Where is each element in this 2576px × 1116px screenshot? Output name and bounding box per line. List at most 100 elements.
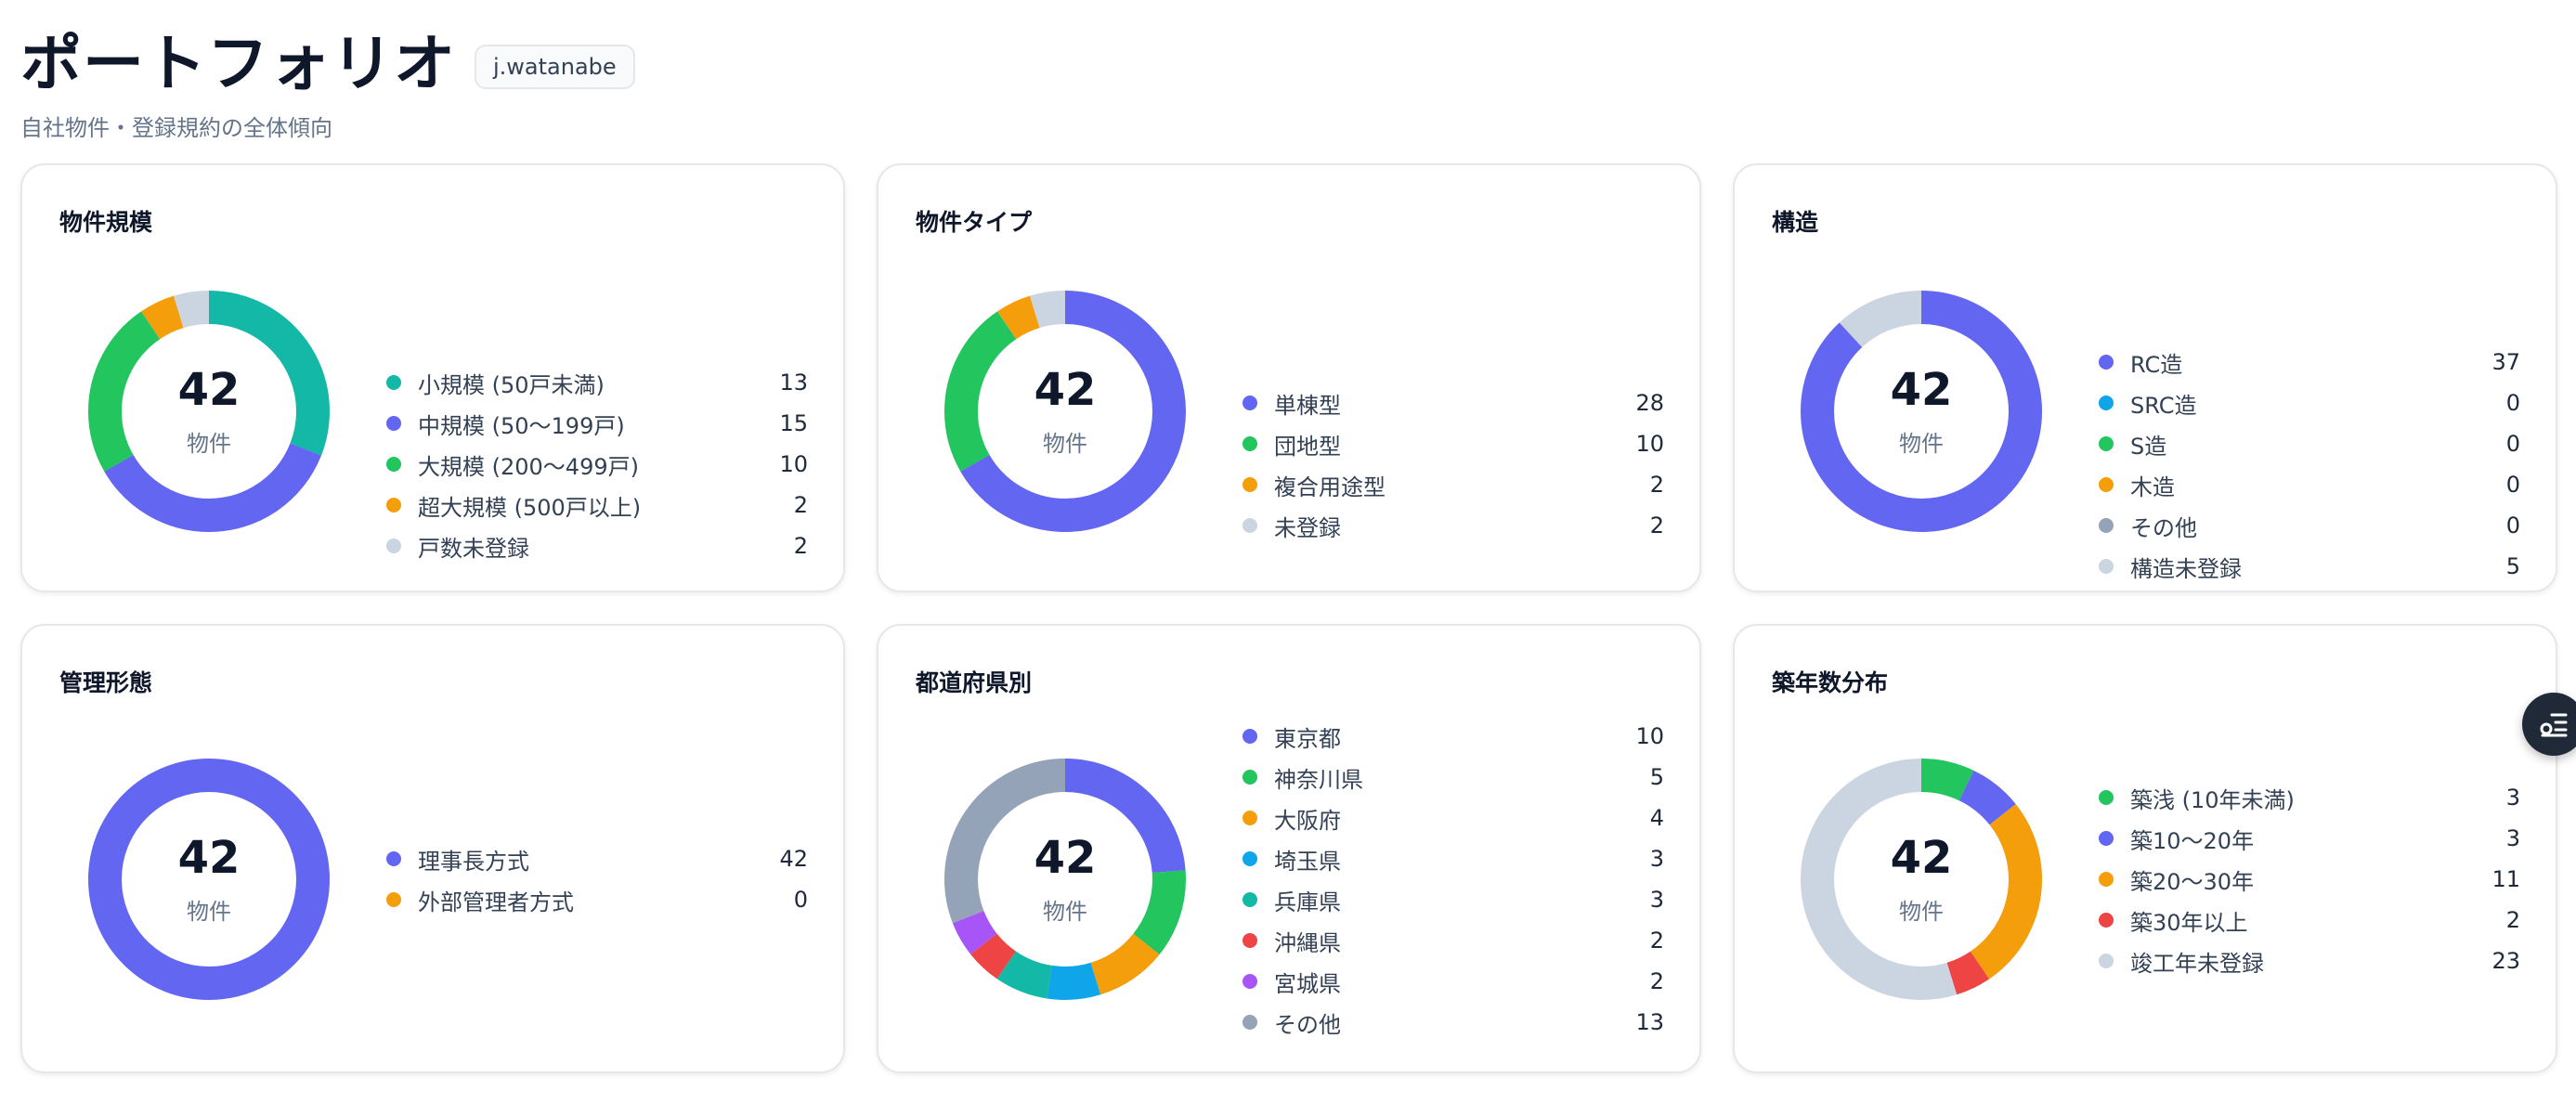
card-building-age: 築年数分布 42 物件 築浅 (10年未満) 3 築10〜20年 3 築20〜30年 11… [1733,624,2557,1073]
legend-item: 竣工年未登録 23 [2099,941,2520,981]
user-badge: j.watanabe [475,45,635,89]
legend-label: SRC造 [2130,392,2197,419]
donut-segment-1[interactable] [944,291,1186,532]
legend-item: 複合用途型 2 [1242,464,1664,505]
legend-label: 埼玉県 [1274,848,1341,875]
legend-item: 未登録 2 [1242,505,1664,546]
legend-item: 築浅 (10年未満) 3 [2099,777,2520,818]
legend-value: 2 [1649,928,1664,954]
legend-label: その他 [2130,514,2197,541]
legend-item: 築10〜20年 3 [2099,818,2520,859]
legend-label: RC造 [2130,351,2183,378]
legend-value: 42 [779,846,808,872]
donut-total: 42 [1034,364,1097,416]
legend-label: 単棟型 [1274,392,1341,419]
card-prefecture: 都道府県別 42 物件 東京都 10 神奈川県 5 大阪府 4 埼玉県 3 兵庫県 3 沖縄県 2 宮城… [877,624,1701,1073]
list-settings-button[interactable] [2522,693,2576,756]
legend-value: 23 [2491,948,2520,974]
legend-dot [1242,1015,1257,1030]
donut-segment-0[interactable] [88,759,330,1000]
legend-label: 兵庫県 [1274,889,1341,915]
legend-item: 超大規模 (500戸以上) 2 [386,485,808,526]
donut-unit: 物件 [1899,899,1944,925]
legend-item: その他 0 [2099,505,2520,546]
donut-segment-3[interactable] [944,291,1186,532]
legend-item: 外部管理者方式 0 [386,879,808,920]
legend-value: 0 [2505,390,2520,416]
legend-item: 神奈川県 5 [1242,757,1664,798]
legend-label: 超大規模 (500戸以上) [418,494,642,521]
legend-label: 外部管理者方式 [418,889,574,915]
donut-segment-7[interactable] [944,759,1186,1000]
legend-label: 築30年以上 [2130,909,2248,936]
donut-segment-2[interactable] [88,291,330,532]
legend-value: 2 [1649,472,1664,498]
legend-item: 宮城県 2 [1242,961,1664,1002]
legend-value: 10 [779,451,808,477]
legend-value: 5 [1649,764,1664,790]
legend-value: 2 [793,533,808,559]
donut-segment-2[interactable] [1801,759,2042,1000]
card-structure: 構造 42 物件 RC造 37 SRC造 0 S造 0 木造 0 その他 0 構造未登録 5 [1733,163,2557,592]
card-title: 構造 [1772,209,1819,236]
donut-segment-4[interactable] [88,291,330,532]
card-title: 管理形態 [59,669,153,696]
card-property-type: 物件タイプ 42 物件 単棟型 28 団地型 10 複合用途型 2 未登録 2 [877,163,1701,592]
legend-dot [2099,790,2114,805]
donut-svg [88,291,330,532]
donut-chart: 42 物件 [1796,754,2047,1005]
legend-value: 10 [1635,431,1664,457]
donut-svg [944,291,1186,532]
legend-item: SRC造 0 [2099,383,2520,423]
legend-label: 団地型 [1274,433,1341,460]
legend-item: 東京都 10 [1242,716,1664,757]
chart-grid: 物件規模 42 物件 小規模 (50戸未満) 13 中規模 (50〜199戸) 15 大… [20,163,2557,1073]
legend-dot [2099,559,2114,574]
donut-segment-5[interactable] [1801,291,2042,532]
donut-segment-1[interactable] [944,759,1186,1000]
legend-item: 小規模 (50戸未満) 13 [386,362,808,403]
chart-legend: 理事長方式 42 外部管理者方式 0 [386,838,808,920]
legend-label: 複合用途型 [1274,474,1386,500]
legend-label: 宮城県 [1274,970,1341,997]
legend-dot [386,892,401,907]
card-title: 物件タイプ [916,209,1033,236]
donut-svg [88,759,330,1000]
legend-item: 単棟型 28 [1242,383,1664,423]
legend-item: RC造 37 [2099,342,2520,383]
legend-dot [386,498,401,513]
legend-label: その他 [1274,1011,1341,1038]
legend-dot [2099,355,2114,370]
legend-value: 0 [2505,472,2520,498]
donut-unit: 物件 [1899,431,1944,457]
donut-unit: 物件 [187,431,231,457]
legend-value: 3 [2505,785,2520,811]
legend-label: 中規模 (50〜199戸) [418,412,625,439]
legend-dot [1242,436,1257,451]
legend-dot [1242,477,1257,492]
card-title: 物件規模 [59,209,153,236]
legend-item: 構造未登録 5 [2099,546,2520,587]
legend-item: 団地型 10 [1242,423,1664,464]
chart-legend: 築浅 (10年未満) 3 築10〜20年 3 築20〜30年 11 築30年以上 2 竣工年未登… [2099,777,2520,981]
donut-segment-1[interactable] [88,291,330,532]
legend-dot [1242,770,1257,785]
legend-label: 築10〜20年 [2130,827,2255,854]
legend-dot [2099,396,2114,410]
legend-label: 大阪府 [1274,807,1341,834]
legend-label: 小規模 (50戸未満) [418,371,605,398]
legend-dot [386,416,401,431]
chart-legend: 単棟型 28 団地型 10 複合用途型 2 未登録 2 [1242,383,1664,546]
legend-label: 構造未登録 [2130,555,2242,582]
legend-value: 3 [1649,846,1664,872]
legend-label: 東京都 [1274,725,1341,752]
chart-legend: RC造 37 SRC造 0 S造 0 木造 0 その他 0 構造未登録 5 [2099,342,2520,587]
legend-item: 中規模 (50〜199戸) 15 [386,403,808,444]
legend-value: 3 [1649,887,1664,913]
donut-segment-4[interactable] [1801,759,2042,1000]
legend-value: 4 [1649,805,1664,831]
donut-segment-3[interactable] [944,759,1186,1000]
legend-dot [2099,872,2114,887]
legend-label: 未登録 [1274,514,1341,541]
legend-label: 大規模 (200〜499戸) [418,453,639,480]
